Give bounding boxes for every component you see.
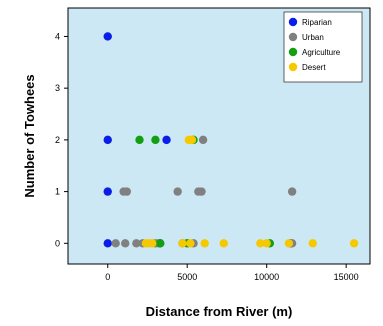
point-desert	[284, 239, 294, 248]
point-urban	[173, 187, 182, 196]
x-tick-label: 5000	[177, 272, 197, 282]
point-desert	[186, 239, 195, 248]
legend-marker-desert	[288, 62, 298, 72]
data-points	[103, 32, 359, 248]
x-tick-label: 15000	[334, 272, 359, 282]
y-tick-label: 1	[55, 187, 60, 197]
point-desert	[178, 239, 187, 248]
point-agriculture	[135, 135, 144, 145]
x-axis: 0 5000 10000 15000	[105, 264, 359, 282]
legend-label-urban: Urban	[302, 33, 324, 42]
point-desert	[187, 135, 197, 145]
legend: Riparian Urban Agriculture Desert	[283, 11, 363, 83]
point-urban	[132, 239, 141, 248]
point-urban	[197, 187, 206, 196]
point-desert	[349, 239, 359, 248]
point-riparian	[103, 239, 112, 248]
y-tick-label: 0	[55, 238, 60, 248]
point-desert	[256, 239, 265, 248]
point-urban	[111, 239, 120, 248]
point-urban	[287, 187, 297, 196]
legend-label-desert: Desert	[302, 63, 326, 72]
y-axis-label: Number of Towhees	[22, 74, 37, 197]
y-axis: 0 1 2 3 4	[55, 31, 68, 248]
point-riparian	[103, 187, 112, 196]
point-desert	[148, 239, 157, 248]
point-urban	[122, 187, 132, 196]
point-agriculture	[151, 135, 160, 145]
y-tick-label: 2	[55, 135, 60, 145]
legend-marker-urban	[288, 32, 298, 42]
legend-marker-riparian	[288, 17, 298, 27]
x-axis-label: Distance from River (m)	[146, 304, 293, 319]
x-tick-label: 0	[105, 272, 110, 282]
x-tick-label: 10000	[254, 272, 279, 282]
point-agriculture	[155, 239, 165, 248]
point-riparian	[103, 135, 112, 145]
point-desert	[308, 239, 317, 248]
point-desert	[200, 239, 209, 248]
point-urban	[198, 135, 208, 145]
point-urban	[121, 239, 130, 248]
legend-label-agriculture: Agriculture	[302, 48, 341, 57]
point-desert	[262, 239, 271, 248]
y-tick-label: 4	[55, 31, 60, 41]
y-tick-label: 3	[55, 83, 60, 93]
point-riparian	[103, 32, 112, 41]
point-desert	[219, 239, 228, 248]
legend-box	[283, 11, 363, 83]
legend-marker-agriculture	[288, 47, 298, 57]
legend-label-riparian: Riparian	[302, 18, 332, 27]
point-riparian	[162, 135, 171, 145]
